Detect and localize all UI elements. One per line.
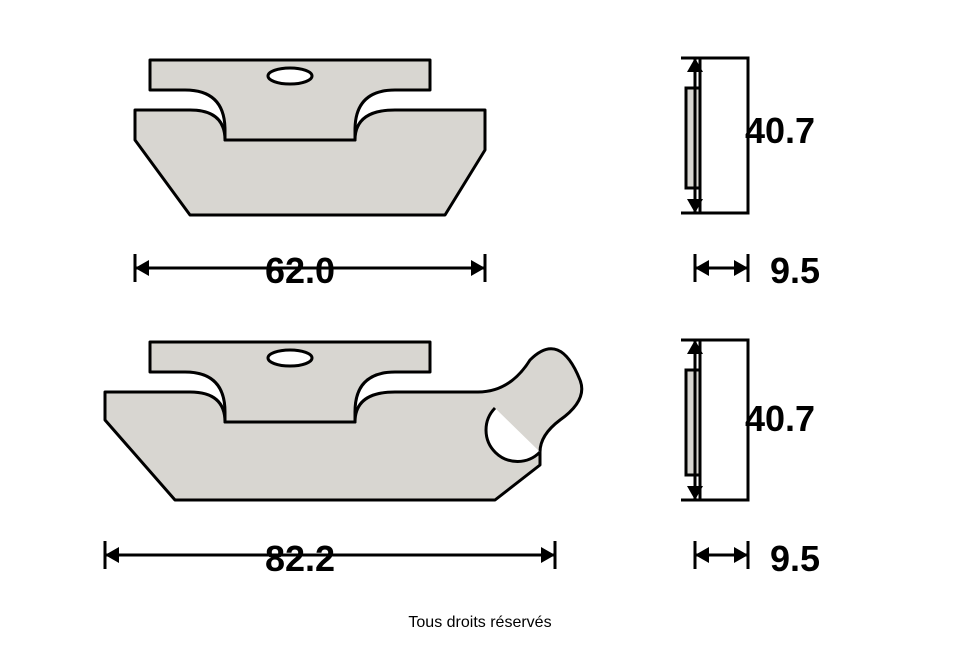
dimension-label: 9.5 — [770, 538, 820, 580]
dimension-label: 40.7 — [745, 398, 815, 440]
dimension-label: 40.7 — [745, 110, 815, 152]
dimension-label: 62.0 — [265, 250, 335, 292]
dimension-label: 9.5 — [770, 250, 820, 292]
copyright-footer: Tous droits réservés — [0, 614, 960, 632]
dimension-label: 82.2 — [265, 538, 335, 580]
